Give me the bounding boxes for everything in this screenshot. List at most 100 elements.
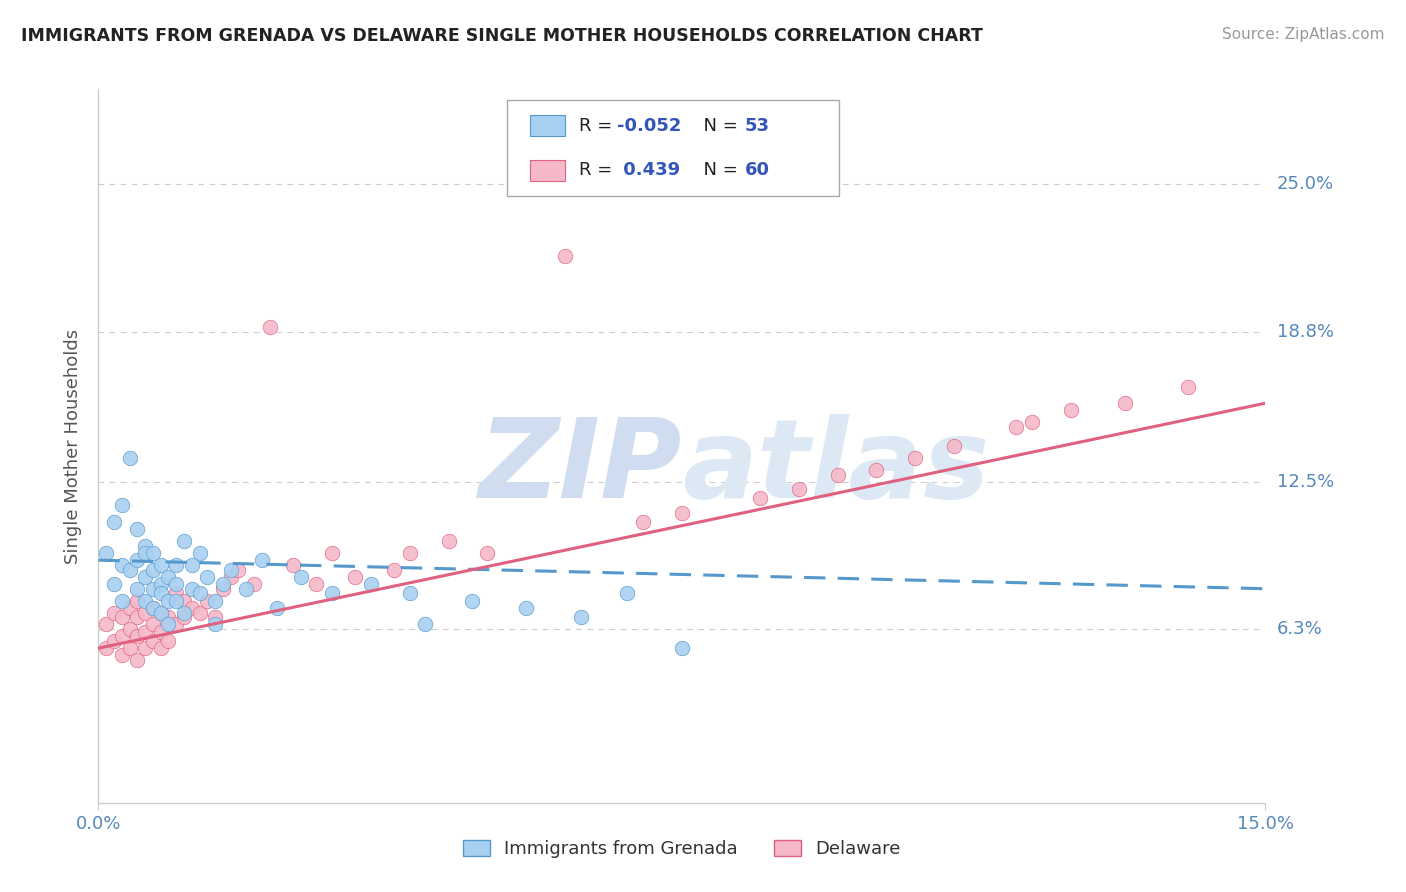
Point	[127, 610, 149, 624]
Point	[204, 610, 226, 624]
Point	[188, 546, 211, 560]
FancyBboxPatch shape	[508, 100, 839, 196]
Point	[127, 629, 149, 643]
Text: 18.8%: 18.8%	[1277, 323, 1333, 341]
Point	[149, 577, 172, 591]
Point	[118, 563, 141, 577]
Point	[111, 648, 134, 663]
Point	[165, 558, 187, 572]
Point	[360, 577, 382, 591]
Point	[904, 450, 927, 465]
Point	[173, 534, 195, 549]
Text: atlas: atlas	[682, 414, 990, 521]
Point	[111, 499, 134, 513]
Point	[96, 641, 118, 656]
Point	[344, 570, 367, 584]
Point	[127, 582, 149, 596]
Point	[103, 515, 125, 529]
Point	[827, 467, 849, 482]
Point	[321, 546, 343, 560]
Point	[134, 606, 156, 620]
Point	[127, 593, 149, 607]
Point	[96, 546, 118, 560]
Point	[173, 610, 195, 624]
Point	[118, 641, 141, 656]
Point	[180, 558, 202, 572]
Text: 25.0%: 25.0%	[1277, 176, 1334, 194]
Point	[111, 629, 134, 643]
Point	[943, 439, 966, 453]
Point	[219, 563, 242, 577]
Text: R =: R =	[579, 161, 619, 179]
Point	[1021, 415, 1043, 429]
Point	[103, 606, 125, 620]
Point	[382, 563, 405, 577]
Point	[398, 586, 420, 600]
Point	[134, 593, 156, 607]
Point	[173, 593, 195, 607]
Point	[321, 586, 343, 600]
Point	[103, 577, 125, 591]
Point	[616, 586, 638, 600]
Point	[111, 593, 134, 607]
Point	[165, 617, 187, 632]
Point	[142, 600, 165, 615]
Point	[111, 558, 134, 572]
Point	[305, 577, 328, 591]
Point	[1177, 379, 1199, 393]
Text: 12.5%: 12.5%	[1277, 473, 1334, 491]
Point	[398, 546, 420, 560]
Text: 60: 60	[745, 161, 770, 179]
Point	[180, 600, 202, 615]
Point	[157, 570, 180, 584]
Point	[127, 522, 149, 536]
Point	[1005, 420, 1028, 434]
Text: 6.3%: 6.3%	[1277, 620, 1322, 638]
Point	[149, 558, 172, 572]
Point	[180, 582, 202, 596]
Point	[103, 634, 125, 648]
Point	[118, 622, 141, 636]
Point	[165, 586, 187, 600]
Point	[149, 606, 172, 620]
Point	[165, 577, 187, 591]
Point	[142, 634, 165, 648]
Point	[149, 624, 172, 639]
Point	[1060, 403, 1083, 417]
Point	[127, 653, 149, 667]
Text: -0.052: -0.052	[617, 117, 681, 135]
Point	[787, 482, 810, 496]
Point	[134, 539, 156, 553]
Point	[157, 593, 180, 607]
Legend: Immigrants from Grenada, Delaware: Immigrants from Grenada, Delaware	[456, 832, 908, 865]
Point	[142, 600, 165, 615]
Point	[748, 491, 770, 506]
Bar	[530, 115, 565, 136]
Point	[118, 450, 141, 465]
Point	[219, 570, 242, 584]
Point	[515, 600, 537, 615]
Point	[149, 586, 172, 600]
Y-axis label: Single Mother Households: Single Mother Households	[65, 328, 83, 564]
Point	[111, 610, 134, 624]
Point	[134, 546, 156, 560]
Point	[134, 624, 156, 639]
Point	[290, 570, 312, 584]
Point	[413, 617, 436, 632]
Point	[195, 593, 218, 607]
Text: 0.439: 0.439	[617, 161, 679, 179]
Bar	[530, 160, 565, 181]
Point	[865, 463, 887, 477]
Point	[259, 320, 281, 334]
Point	[127, 553, 149, 567]
Point	[671, 506, 693, 520]
Point	[188, 586, 211, 600]
Point	[212, 582, 235, 596]
Text: R =: R =	[579, 117, 619, 135]
Point	[569, 610, 592, 624]
Point	[266, 600, 288, 615]
Point	[165, 593, 187, 607]
Text: 53: 53	[745, 117, 770, 135]
Point	[134, 570, 156, 584]
Point	[142, 563, 165, 577]
